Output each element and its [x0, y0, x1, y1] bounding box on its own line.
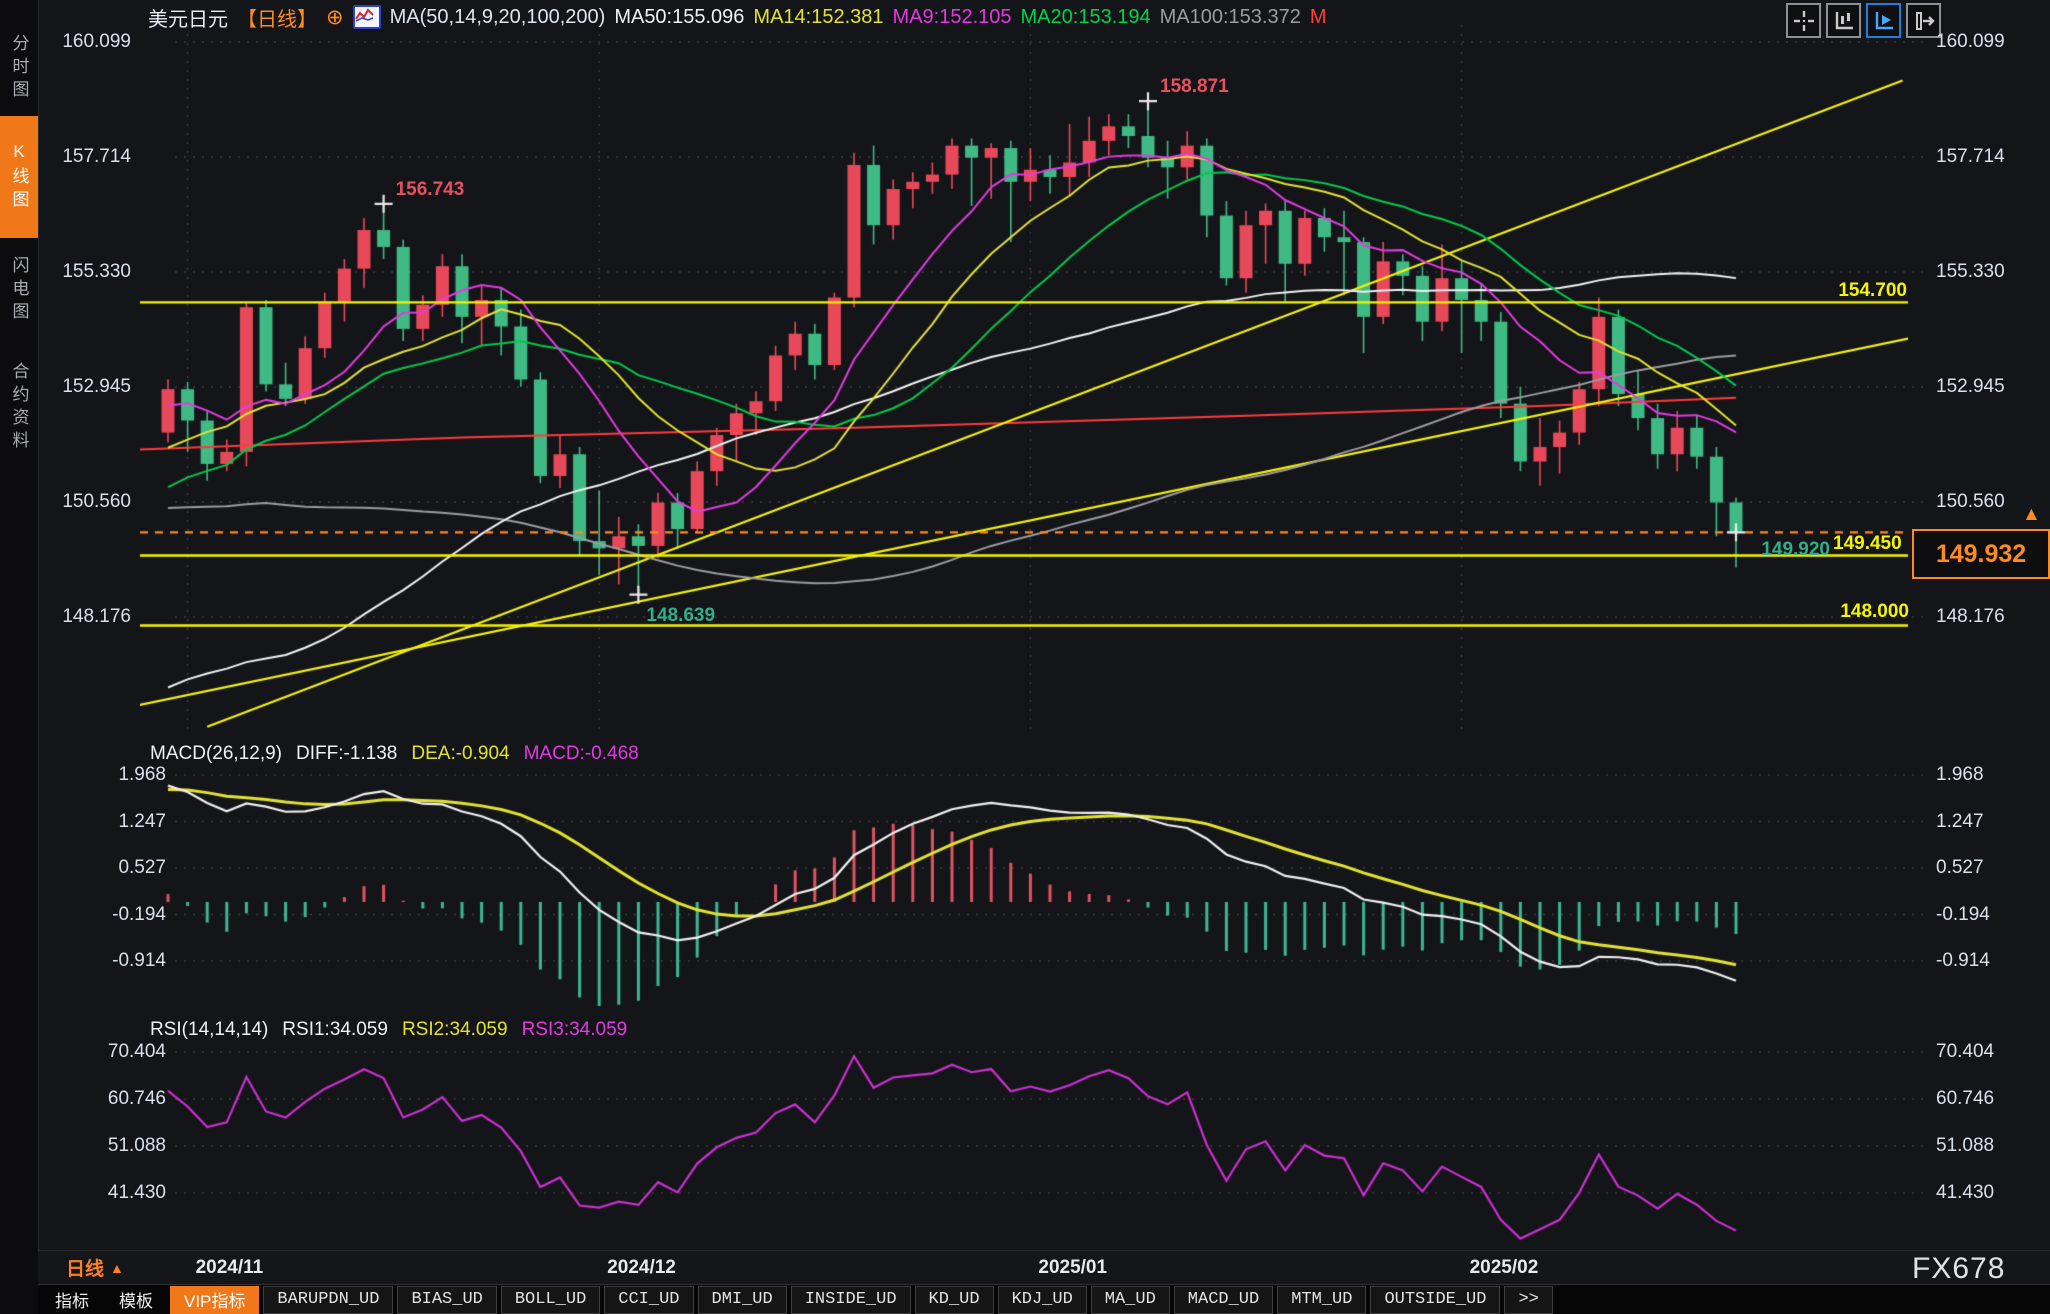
y-axis-label: -0.914 [112, 950, 166, 971]
price-up-arrow-icon: ▲ [2022, 504, 2041, 525]
ma100-value: MA100:153.372 [1159, 5, 1301, 28]
indicator-tab-outside_ud[interactable]: OUTSIDE_UD [1370, 1285, 1501, 1314]
y-axis-label: 1.247 [118, 810, 166, 832]
indicator-tab-dmi_ud[interactable]: DMI_UD [697, 1285, 787, 1314]
indicator-tab-macd_ud[interactable]: MACD_UD [1173, 1285, 1274, 1314]
y-axis-label: 51.088 [1936, 1135, 1995, 1156]
y-axis-label: 152.945 [1936, 376, 2005, 397]
crosshair-icon[interactable] [1786, 3, 1821, 38]
ma14-value: MA14:152.381 [753, 5, 884, 28]
y-axis-label: 155.330 [62, 260, 131, 282]
y-axis-label: 157.714 [62, 146, 131, 168]
indicator-tab-ma_ud[interactable]: MA_UD [1090, 1285, 1170, 1314]
rsi1-value: RSI1:34.059 [282, 1019, 388, 1040]
indicator-tab--[interactable]: >> [1504, 1285, 1553, 1314]
indicator-tab-mtm_ud[interactable]: MTM_UD [1277, 1285, 1367, 1314]
price-annotation: 154.700 [1838, 279, 1907, 301]
chart-header: 美元日元 【日线】 ⊕ MA(50,14,9,20,100,200) MA50:… [148, 4, 1327, 31]
rsi2-value: RSI2:34.059 [401, 1019, 508, 1040]
y-axis-label: 148.176 [62, 606, 131, 627]
brand-watermark: FX678 [1912, 1252, 2006, 1285]
y-axis-label: 0.527 [1936, 857, 1984, 878]
symbol-title: 美元日元 [148, 8, 228, 31]
price-annotation: 149.920 [1761, 539, 1830, 561]
ma-settings-label: MA(50,14,9,20,100,200) [389, 5, 606, 28]
indicator-tab-boll_ud[interactable]: BOLL_UD [500, 1285, 601, 1314]
sidebar-item-lightning-chart[interactable]: 闪电图 [9, 255, 29, 325]
y-axis-label: 148.176 [1936, 606, 2005, 627]
y-axis-label: 152.945 [62, 376, 131, 397]
rsi-header: RSI(14,14,14) RSI1:34.059 RSI2:34.059 RS… [150, 1019, 627, 1041]
y-axis-label: 0.527 [118, 857, 166, 878]
rsi-title: RSI(14,14,14) [150, 1019, 269, 1040]
triangle-up-icon: ▲ [110, 1259, 124, 1276]
x-axis-date-label: 2025/01 [1038, 1257, 1108, 1278]
indicator-tab--[interactable]: 指标 [55, 1292, 89, 1311]
y-axis-label: 150.560 [1936, 491, 2005, 513]
price-annotation: 158.871 [1160, 76, 1229, 98]
axis-candle-icon[interactable] [1826, 3, 1861, 38]
y-axis-label: 160.099 [1936, 31, 2005, 52]
indicator-tab-kdj_ud[interactable]: KDJ_UD [997, 1285, 1087, 1314]
target-icon[interactable]: ⊕ [326, 5, 344, 29]
period-tag[interactable]: 【日线】 [237, 8, 317, 31]
y-axis-label: 155.330 [1936, 260, 2005, 282]
y-axis-label: 1.968 [118, 764, 166, 785]
y-axis-label: 60.746 [107, 1088, 166, 1109]
macd-header: MACD(26,12,9) DIFF:-1.138 DEA:-0.904 MAC… [150, 743, 639, 765]
sidebar-item-kline-chart[interactable]: K线图 [0, 116, 38, 238]
y-axis-label: 41.430 [107, 1182, 166, 1203]
indicator-tab-barupdn_ud[interactable]: BARUPDN_UD [263, 1285, 394, 1314]
y-axis-label: 60.746 [1936, 1088, 1995, 1109]
x-axis-date-label: 2025/02 [1469, 1257, 1539, 1278]
indicator-tab-bar: 指标 模板 VIP指标 BARUPDN_UD BIAS_UD BOLL_UD CCI_UD D… [38, 1284, 2050, 1314]
sidebar: 分时图 K线图 闪电图 合约资料 [0, 0, 39, 1314]
sidebar-item-contract-info[interactable]: 合约资料 [9, 362, 29, 454]
ma50-value: MA50:155.096 [614, 5, 745, 28]
price-annotation: 156.743 [395, 178, 465, 200]
sidebar-item-time-chart[interactable]: 分时图 [9, 33, 29, 103]
y-axis-label: 51.088 [107, 1135, 166, 1156]
y-axis-label: -0.194 [1936, 903, 1990, 925]
indicator-tab-vip-[interactable]: VIP指标 [170, 1285, 260, 1314]
y-axis-label: -0.914 [1936, 950, 1990, 971]
y-axis-label: 157.714 [1936, 146, 2005, 168]
indicator-tab-bias_ud[interactable]: BIAS_UD [397, 1285, 497, 1314]
period-selector[interactable]: 日线 ▲ [66, 1254, 124, 1281]
macd-title: MACD(26,12,9) [150, 743, 282, 764]
y-axis-label: 160.099 [62, 31, 131, 52]
y-axis-label: -0.194 [112, 903, 166, 925]
y-axis-label: 1.247 [1936, 810, 1984, 832]
price-annotation: 149.450 [1833, 532, 1902, 554]
macd-dea-value: DEA:-0.904 [411, 743, 510, 764]
x-axis-date-label: 2024/12 [607, 1257, 676, 1278]
rsi3-value: RSI3:34.059 [521, 1019, 628, 1040]
y-axis-label: 150.560 [62, 491, 131, 513]
y-axis-label: 41.430 [1936, 1182, 1995, 1203]
period-selector-label: 日线 [66, 1259, 105, 1280]
macd-diff-value: DIFF:-1.138 [296, 743, 398, 764]
y-axis-label: 1.968 [1936, 764, 1984, 785]
x-axis-row: 2024/11 2024/12 2025/01 2025/02 [38, 1250, 2050, 1285]
ma200-value: M [1309, 5, 1327, 28]
top-toolbar [1786, 3, 1941, 38]
chart-type-icon[interactable] [352, 5, 381, 29]
y-axis-label: 70.404 [1936, 1041, 1995, 1062]
indicator-tab-kd_ud[interactable]: KD_UD [914, 1285, 994, 1314]
exit-panel-icon[interactable] [1906, 3, 1941, 38]
x-axis-date-label: 2024/11 [195, 1257, 264, 1278]
ma9-value: MA9:152.105 [892, 5, 1012, 28]
axis-play-icon[interactable] [1866, 3, 1901, 38]
macd-macd-value: MACD:-0.468 [523, 743, 639, 764]
y-axis-label: 70.404 [107, 1041, 166, 1062]
price-annotation: 148.639 [646, 604, 716, 626]
price-annotation: 148.000 [1840, 600, 1909, 622]
current-price-box: 149.932 [1912, 529, 2050, 579]
indicator-tab-cci_ud[interactable]: CCI_UD [604, 1285, 694, 1314]
indicator-tab--[interactable]: 模板 [119, 1292, 153, 1311]
indicator-tab-inside_ud[interactable]: INSIDE_UD [790, 1285, 911, 1314]
ma20-value: MA20:153.194 [1020, 5, 1151, 28]
